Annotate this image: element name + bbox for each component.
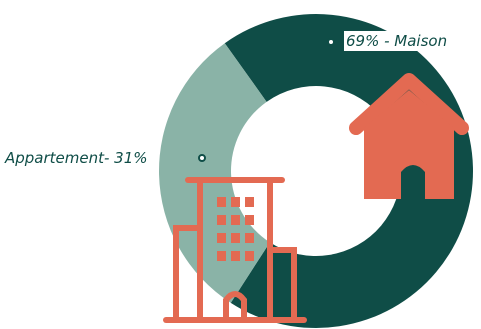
apartment-building-icon — [163, 177, 307, 323]
slice-label-maison: 69% - Maison — [344, 31, 450, 51]
maison-label-dot — [327, 38, 335, 46]
slice-appartement — [159, 43, 270, 303]
appartement-label-dot — [198, 154, 206, 162]
house-icon — [349, 73, 469, 199]
slice-label-appartement: Appartement- 31% — [3, 148, 150, 168]
